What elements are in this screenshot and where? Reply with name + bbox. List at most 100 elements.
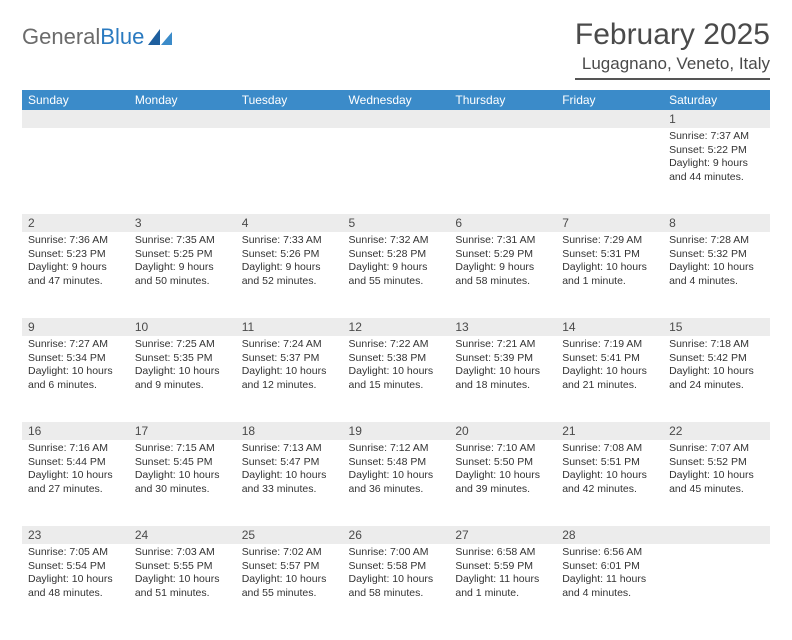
day-details: Sunrise: 7:32 AMSunset: 5:28 PMDaylight:…: [343, 232, 450, 293]
sunrise-text: Sunrise: 7:00 AM: [349, 546, 444, 560]
calendar-table: Sunday Monday Tuesday Wednesday Thursday…: [22, 90, 770, 630]
sunset-text: Sunset: 5:47 PM: [242, 456, 337, 470]
day-cell-body: Sunrise: 7:22 AMSunset: 5:38 PMDaylight:…: [343, 336, 450, 422]
day-number: 1: [663, 110, 770, 128]
day-number: 2: [22, 214, 129, 232]
day-details: Sunrise: 7:22 AMSunset: 5:38 PMDaylight:…: [343, 336, 450, 397]
day-cell-number: 1: [663, 110, 770, 128]
day-cell-body: [343, 128, 450, 214]
day-number: 19: [343, 422, 450, 440]
day-cell-number: [556, 110, 663, 128]
daylight-text: Daylight: 10 hours and 12 minutes.: [242, 365, 337, 392]
day-cell-body: Sunrise: 7:15 AMSunset: 5:45 PMDaylight:…: [129, 440, 236, 526]
weekday-header: Sunday: [22, 90, 129, 110]
day-cell-body: Sunrise: 7:07 AMSunset: 5:52 PMDaylight:…: [663, 440, 770, 526]
day-number: 26: [343, 526, 450, 544]
day-details: Sunrise: 7:33 AMSunset: 5:26 PMDaylight:…: [236, 232, 343, 293]
day-cell-number: 5: [343, 214, 450, 232]
daylight-text: Daylight: 9 hours and 58 minutes.: [455, 261, 550, 288]
day-number: 22: [663, 422, 770, 440]
sunrise-text: Sunrise: 7:05 AM: [28, 546, 123, 560]
day-number: 8: [663, 214, 770, 232]
sunrise-text: Sunrise: 7:32 AM: [349, 234, 444, 248]
weekday-header: Saturday: [663, 90, 770, 110]
day-cell-body: Sunrise: 7:10 AMSunset: 5:50 PMDaylight:…: [449, 440, 556, 526]
day-cell-body: Sunrise: 7:31 AMSunset: 5:29 PMDaylight:…: [449, 232, 556, 318]
day-number: 14: [556, 318, 663, 336]
day-number: 3: [129, 214, 236, 232]
day-cell-number: 10: [129, 318, 236, 336]
sunrise-text: Sunrise: 7:13 AM: [242, 442, 337, 456]
day-number: [449, 110, 556, 128]
week-daynum-row: 1: [22, 110, 770, 128]
day-details: Sunrise: 7:27 AMSunset: 5:34 PMDaylight:…: [22, 336, 129, 397]
sunset-text: Sunset: 5:42 PM: [669, 352, 764, 366]
sunrise-text: Sunrise: 7:24 AM: [242, 338, 337, 352]
sunset-text: Sunset: 5:54 PM: [28, 560, 123, 574]
sunrise-text: Sunrise: 7:10 AM: [455, 442, 550, 456]
sunset-text: Sunset: 5:35 PM: [135, 352, 230, 366]
day-cell-body: Sunrise: 7:08 AMSunset: 5:51 PMDaylight:…: [556, 440, 663, 526]
sunrise-text: Sunrise: 7:27 AM: [28, 338, 123, 352]
day-details: Sunrise: 7:21 AMSunset: 5:39 PMDaylight:…: [449, 336, 556, 397]
day-cell-body: Sunrise: 7:16 AMSunset: 5:44 PMDaylight:…: [22, 440, 129, 526]
sunset-text: Sunset: 5:32 PM: [669, 248, 764, 262]
day-details: Sunrise: 7:28 AMSunset: 5:32 PMDaylight:…: [663, 232, 770, 293]
day-number: 7: [556, 214, 663, 232]
sunset-text: Sunset: 5:37 PM: [242, 352, 337, 366]
day-details: [22, 128, 129, 134]
title-block: February 2025 Lugagnano, Veneto, Italy: [575, 18, 770, 80]
day-cell-body: [236, 128, 343, 214]
calendar-page: GeneralBlue February 2025 Lugagnano, Ven…: [0, 0, 792, 640]
day-number: 25: [236, 526, 343, 544]
sunrise-text: Sunrise: 7:21 AM: [455, 338, 550, 352]
week-daynum-row: 9101112131415: [22, 318, 770, 336]
day-cell-number: 9: [22, 318, 129, 336]
daylight-text: Daylight: 10 hours and 15 minutes.: [349, 365, 444, 392]
day-details: Sunrise: 7:10 AMSunset: 5:50 PMDaylight:…: [449, 440, 556, 501]
day-number: 12: [343, 318, 450, 336]
sunset-text: Sunset: 5:22 PM: [669, 144, 764, 158]
day-details: Sunrise: 7:02 AMSunset: 5:57 PMDaylight:…: [236, 544, 343, 605]
logo-sail-icon: [148, 27, 174, 47]
sunset-text: Sunset: 5:44 PM: [28, 456, 123, 470]
day-details: Sunrise: 7:31 AMSunset: 5:29 PMDaylight:…: [449, 232, 556, 293]
day-cell-number: 12: [343, 318, 450, 336]
day-cell-number: 20: [449, 422, 556, 440]
weekday-header-row: Sunday Monday Tuesday Wednesday Thursday…: [22, 90, 770, 110]
daylight-text: Daylight: 10 hours and 39 minutes.: [455, 469, 550, 496]
daylight-text: Daylight: 10 hours and 27 minutes.: [28, 469, 123, 496]
sunrise-text: Sunrise: 7:22 AM: [349, 338, 444, 352]
day-cell-number: 8: [663, 214, 770, 232]
day-cell-body: Sunrise: 7:13 AMSunset: 5:47 PMDaylight:…: [236, 440, 343, 526]
day-details: Sunrise: 7:37 AMSunset: 5:22 PMDaylight:…: [663, 128, 770, 189]
day-number: 27: [449, 526, 556, 544]
day-number: [663, 526, 770, 544]
sunset-text: Sunset: 5:29 PM: [455, 248, 550, 262]
logo-word-1: General: [22, 24, 100, 50]
week-daynum-row: 16171819202122: [22, 422, 770, 440]
daylight-text: Daylight: 10 hours and 6 minutes.: [28, 365, 123, 392]
day-number: 9: [22, 318, 129, 336]
day-cell-body: Sunrise: 7:18 AMSunset: 5:42 PMDaylight:…: [663, 336, 770, 422]
daylight-text: Daylight: 9 hours and 47 minutes.: [28, 261, 123, 288]
daylight-text: Daylight: 10 hours and 51 minutes.: [135, 573, 230, 600]
week-body-row: Sunrise: 7:27 AMSunset: 5:34 PMDaylight:…: [22, 336, 770, 422]
daylight-text: Daylight: 10 hours and 36 minutes.: [349, 469, 444, 496]
sunrise-text: Sunrise: 7:19 AM: [562, 338, 657, 352]
day-cell-body: Sunrise: 7:05 AMSunset: 5:54 PMDaylight:…: [22, 544, 129, 630]
day-cell-body: Sunrise: 7:00 AMSunset: 5:58 PMDaylight:…: [343, 544, 450, 630]
day-cell-body: Sunrise: 7:37 AMSunset: 5:22 PMDaylight:…: [663, 128, 770, 214]
day-cell-number: 11: [236, 318, 343, 336]
day-cell-body: Sunrise: 7:21 AMSunset: 5:39 PMDaylight:…: [449, 336, 556, 422]
day-details: Sunrise: 7:25 AMSunset: 5:35 PMDaylight:…: [129, 336, 236, 397]
day-number: 5: [343, 214, 450, 232]
day-cell-body: [556, 128, 663, 214]
page-header: GeneralBlue February 2025 Lugagnano, Ven…: [22, 18, 770, 80]
day-cell-number: 4: [236, 214, 343, 232]
sunset-text: Sunset: 5:57 PM: [242, 560, 337, 574]
sunrise-text: Sunrise: 7:12 AM: [349, 442, 444, 456]
sunset-text: Sunset: 5:26 PM: [242, 248, 337, 262]
day-cell-number: 17: [129, 422, 236, 440]
sunrise-text: Sunrise: 7:15 AM: [135, 442, 230, 456]
